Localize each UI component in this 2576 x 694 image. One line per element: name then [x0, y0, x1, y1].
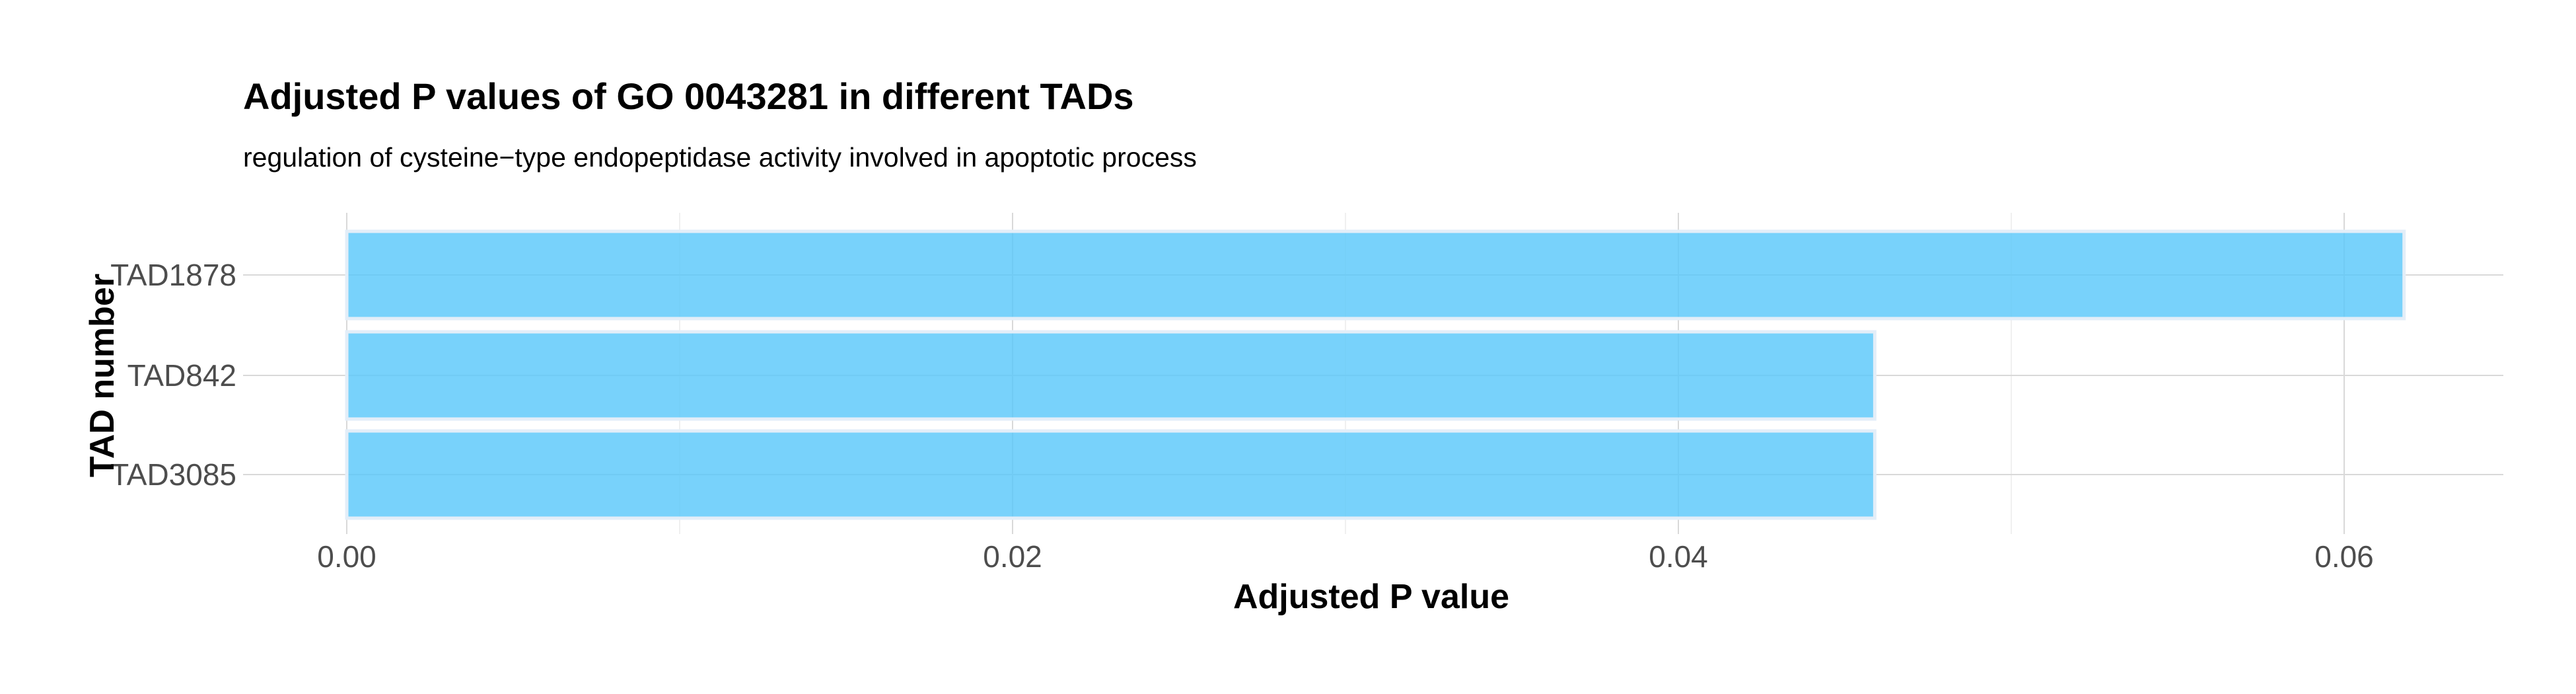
x-tick-label: 0.06 — [2314, 539, 2374, 574]
y-axis-title: TAD number — [83, 274, 122, 477]
y-tick-labels: TAD1878 TAD842 TAD3085 — [110, 258, 236, 492]
y-tick-label: TAD3085 — [110, 457, 236, 492]
x-tick-label: 0.04 — [1649, 539, 1708, 574]
bars — [345, 229, 2406, 520]
bar-tad3085 — [345, 429, 1877, 520]
y-tick-label: TAD1878 — [110, 258, 236, 292]
x-tick-label: 0.02 — [983, 539, 1042, 574]
chart-subtitle: regulation of cysteine−type endopeptidas… — [243, 142, 1197, 173]
x-tick-labels: 0.00 0.02 0.04 0.06 — [317, 539, 2374, 574]
y-tick-label: TAD842 — [127, 358, 236, 393]
x-axis-title: Adjusted P value — [1233, 578, 1509, 616]
bar-tad842 — [345, 330, 1877, 421]
bar-tad1878 — [345, 229, 2406, 321]
chart-title: Adjusted P values of GO 0043281 in diffe… — [243, 75, 1134, 117]
x-tick-label: 0.00 — [317, 539, 376, 574]
